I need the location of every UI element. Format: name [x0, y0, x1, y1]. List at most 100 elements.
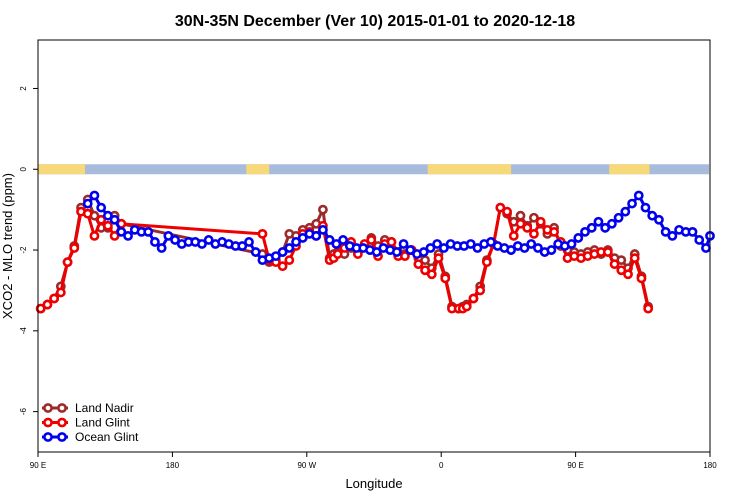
- legend-item-land-nadir: Land Nadir: [42, 401, 134, 415]
- land-strip-2: [427, 164, 512, 175]
- point-ocean-glint: [163, 231, 174, 241]
- series-ocean-glint: [82, 190, 715, 266]
- point-ocean-glint: [143, 226, 154, 237]
- point-ocean-glint: [432, 239, 443, 249]
- series-land-nadir: [35, 194, 654, 314]
- point-ocean-glint: [701, 243, 711, 253]
- point-land-glint: [62, 257, 73, 268]
- point-land-glint: [42, 299, 53, 310]
- point-ocean-glint: [465, 239, 476, 249]
- x-tick-label-4: 90 E: [567, 461, 583, 470]
- point-land-glint: [616, 265, 627, 276]
- point-land-glint: [277, 261, 288, 272]
- point-ocean-glint: [620, 206, 631, 217]
- point-ocean-glint: [627, 198, 637, 209]
- point-land-nadir: [515, 210, 526, 221]
- legend-marker-ocean-glint: [57, 432, 67, 442]
- point-ocean-glint: [156, 243, 167, 253]
- land-strip-0: [38, 164, 86, 175]
- point-ocean-glint: [338, 235, 348, 245]
- point-ocean-glint: [398, 239, 409, 249]
- point-ocean-glint: [425, 243, 436, 253]
- point-ocean-glint: [694, 235, 705, 245]
- point-ocean-glint: [654, 214, 664, 225]
- point-ocean-glint: [573, 233, 584, 243]
- point-ocean-glint: [277, 247, 288, 257]
- point-land-glint: [549, 226, 559, 237]
- x-tick-label-5: 180: [703, 461, 717, 470]
- point-ocean-glint: [600, 222, 611, 233]
- point-ocean-glint: [566, 239, 577, 249]
- point-ocean-glint: [660, 226, 671, 237]
- point-land-glint: [481, 257, 492, 268]
- point-ocean-glint: [318, 224, 328, 235]
- point-ocean-glint: [391, 247, 402, 257]
- point-land-glint: [502, 206, 512, 217]
- point-land-glint: [386, 237, 397, 247]
- point-land-glint: [522, 222, 533, 233]
- legend-label-land-nadir: Land Nadir: [75, 401, 134, 415]
- point-ocean-glint: [244, 237, 254, 247]
- y-tick-label-0: 2: [19, 86, 28, 91]
- point-ocean-glint: [291, 237, 301, 247]
- point-land-glint: [495, 202, 506, 213]
- legend-marker-land-nadir: [43, 403, 53, 413]
- point-ocean-glint: [250, 247, 261, 257]
- point-ocean-glint: [297, 233, 308, 243]
- point-ocean-glint: [311, 231, 322, 241]
- point-ocean-glint: [150, 237, 160, 247]
- x-axis: 90 E 180 90 W 0 90 E 180: [30, 452, 717, 470]
- point-land-glint: [89, 231, 100, 241]
- point-ocean-glint: [170, 235, 180, 245]
- landmask: [38, 164, 709, 175]
- y-axis-label: XCO2 - MLO trend (ppm): [0, 173, 15, 319]
- point-ocean-glint: [109, 214, 120, 225]
- point-land-nadir: [616, 255, 627, 266]
- point-ocean-glint: [123, 231, 133, 241]
- point-land-nadir: [529, 212, 539, 223]
- point-land-glint: [426, 269, 437, 280]
- x-tick-label-2: 90 W: [297, 461, 316, 470]
- point-ocean-glint: [89, 190, 100, 201]
- legend-item-land-glint: Land Glint: [42, 416, 130, 430]
- point-land-glint: [468, 293, 479, 304]
- point-ocean-glint: [472, 243, 483, 253]
- point-ocean-glint: [237, 241, 248, 251]
- point-land-glint: [366, 235, 377, 245]
- point-ocean-glint: [533, 243, 543, 253]
- legend-label-land-glint: Land Glint: [75, 416, 130, 430]
- point-ocean-glint: [613, 212, 624, 223]
- legend-item-ocean-glint: Ocean Glint: [42, 430, 139, 444]
- point-land-glint: [475, 285, 486, 296]
- point-ocean-glint: [418, 247, 429, 257]
- ocean-strip: [39, 164, 709, 175]
- point-ocean-glint: [606, 218, 617, 229]
- land-strip-1: [246, 164, 270, 175]
- legend-label-ocean-glint: Ocean Glint: [75, 430, 139, 444]
- point-land-glint: [623, 269, 633, 280]
- point-ocean-glint: [640, 202, 651, 213]
- legend-marker-land-nadir: [57, 403, 67, 413]
- point-ocean-glint: [519, 243, 530, 253]
- point-ocean-glint: [102, 210, 113, 221]
- point-ocean-glint: [526, 239, 537, 249]
- point-land-glint: [602, 247, 613, 257]
- point-ocean-glint: [197, 239, 207, 249]
- plot-frame: [37, 39, 711, 453]
- point-land-glint: [284, 255, 295, 266]
- point-land-glint: [35, 303, 46, 314]
- point-ocean-glint: [580, 226, 590, 237]
- point-land-glint: [461, 301, 472, 312]
- point-ocean-glint: [324, 235, 335, 245]
- point-ocean-glint: [506, 245, 516, 255]
- chart-title: 30N-35N December (Ver 10) 2015-01-01 to …: [175, 13, 575, 30]
- point-land-glint: [102, 220, 113, 231]
- point-land-glint: [629, 253, 640, 264]
- point-land-glint: [96, 214, 107, 225]
- point-ocean-glint: [687, 226, 698, 237]
- point-ocean-glint: [96, 202, 107, 213]
- point-land-glint: [433, 253, 444, 264]
- point-land-glint: [109, 231, 120, 241]
- x-tick-label-3: 0: [439, 461, 444, 470]
